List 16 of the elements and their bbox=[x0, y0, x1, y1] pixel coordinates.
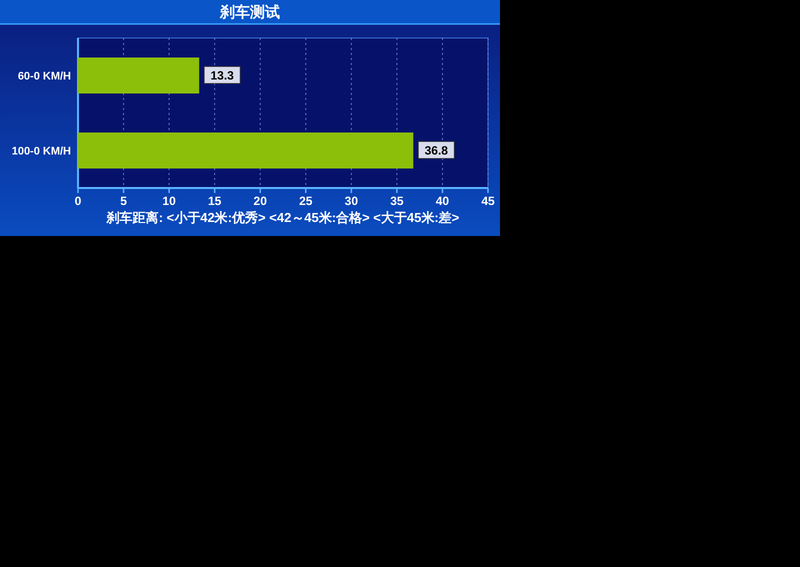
x-tick-label: 10 bbox=[162, 194, 176, 208]
y-tick-label: 100-0 KM/H bbox=[12, 146, 72, 158]
chart-title: 刹车测试 bbox=[219, 3, 280, 21]
x-tick-label: 30 bbox=[344, 194, 358, 208]
data-label: 13.3 bbox=[210, 68, 234, 82]
x-tick-label: 20 bbox=[254, 194, 268, 208]
x-tick-label: 45 bbox=[481, 194, 495, 208]
x-tick-label: 15 bbox=[208, 194, 222, 208]
y-tick-label: 60-0 KM/H bbox=[18, 70, 72, 82]
data-label: 36.8 bbox=[424, 144, 448, 158]
x-axis-title: 刹车距离: <小于42米:优秀> <42～45米:合格> <大于45米:差> bbox=[106, 210, 460, 225]
x-tick-label: 40 bbox=[436, 194, 450, 208]
x-tick-label: 0 bbox=[74, 194, 82, 208]
x-tick-label: 35 bbox=[390, 194, 404, 208]
x-tick-label: 25 bbox=[299, 194, 313, 208]
x-tick-label: 5 bbox=[120, 194, 128, 208]
